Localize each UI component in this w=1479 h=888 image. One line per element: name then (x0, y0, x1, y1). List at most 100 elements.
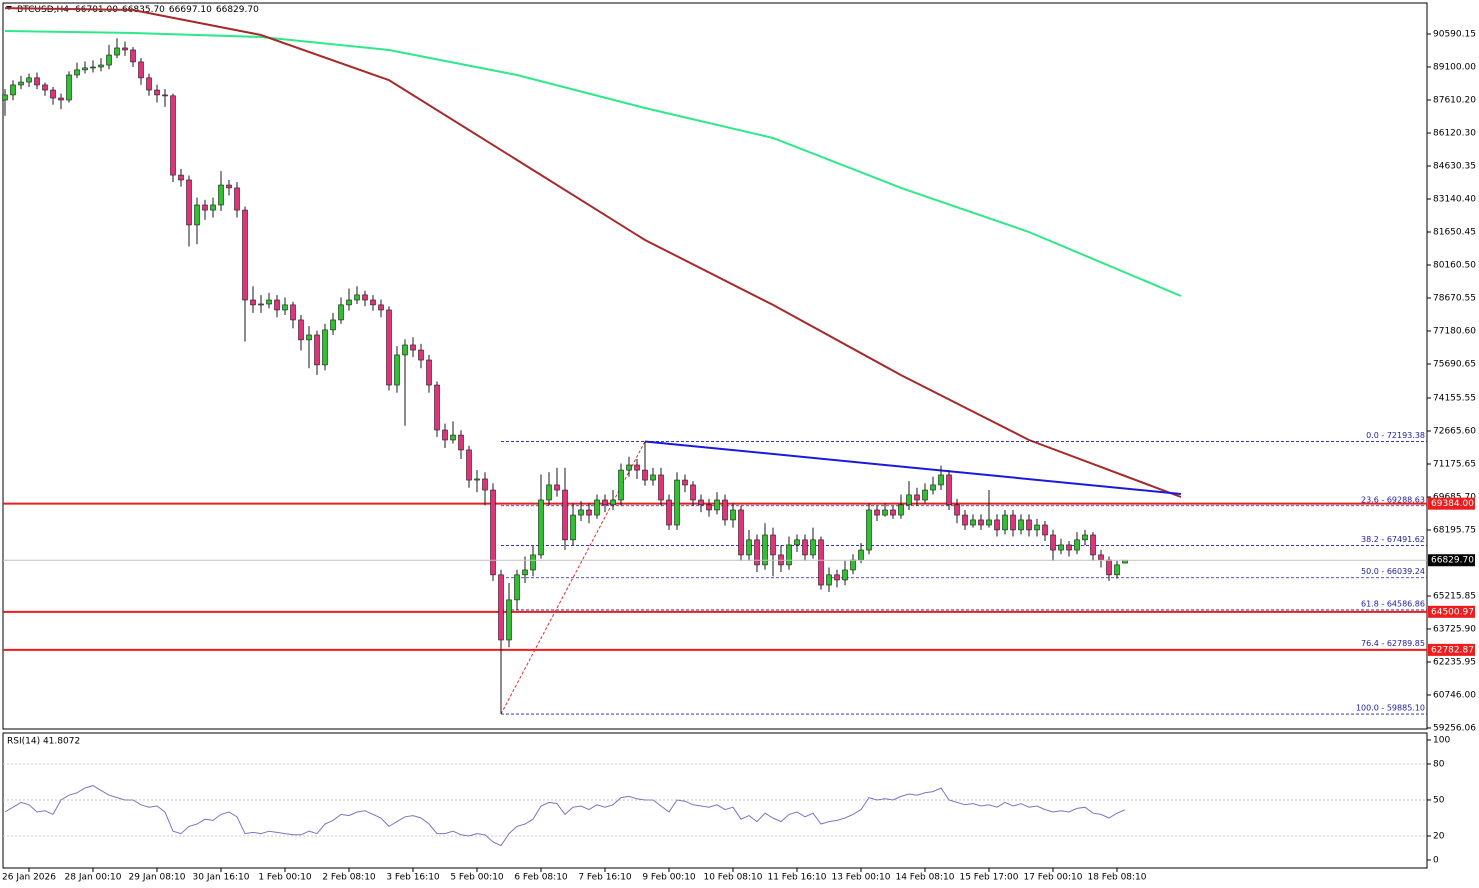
x-tick-label: 10 Feb 08:10 (703, 873, 762, 883)
candle-body (1018, 519, 1024, 531)
candle-body (842, 569, 848, 581)
candle-body (666, 499, 672, 526)
candle-body (58, 97, 64, 101)
candle-body (514, 574, 520, 601)
y-tick-label: 71175.65 (1433, 459, 1476, 469)
candle-body (1106, 559, 1112, 576)
y-tick-label: 75690.65 (1433, 359, 1476, 369)
y-tick-label: 81650.45 (1433, 227, 1476, 237)
candle-body (538, 499, 544, 556)
fib-label: 23.6 - 69288.63 (1361, 495, 1425, 504)
candle-body (554, 484, 560, 491)
candle-body (458, 434, 464, 451)
candle-body (546, 484, 552, 501)
candle-body (682, 479, 688, 486)
candle-body (962, 514, 968, 526)
x-tick-label: 17 Feb 00:10 (1023, 873, 1082, 883)
candle-body (674, 479, 680, 526)
candle-body (1034, 524, 1040, 531)
header-close: 66829.70 (216, 5, 259, 15)
candle-body (786, 544, 792, 566)
candle-body (626, 464, 632, 471)
candle-body (802, 539, 808, 556)
candle-body (26, 77, 32, 83)
candle-body (890, 509, 896, 516)
candle-body (402, 344, 408, 356)
level-label: 64500.97 (1431, 607, 1474, 617)
candle-body (970, 519, 976, 526)
candle-body (858, 549, 864, 561)
candle-body (650, 474, 656, 481)
candle-body (762, 534, 768, 566)
candle-body (634, 464, 640, 471)
rsi-title: RSI(14) 41.8072 (7, 737, 80, 747)
moving-average (4, 7, 1182, 498)
y-tick-label: 74155.55 (1433, 393, 1476, 403)
header-high: 66835.70 (122, 5, 165, 15)
rsi-panel (2, 732, 1428, 869)
candle-body (1098, 554, 1104, 561)
y-tick-label: 87610.20 (1433, 96, 1476, 106)
y-tick-label: 63725.90 (1433, 624, 1476, 634)
candle-body (826, 574, 832, 586)
candle-body (490, 489, 496, 576)
y-tick-label: 50 (1433, 795, 1445, 805)
y-tick-label: 84630.35 (1433, 161, 1476, 171)
candle-body (1074, 539, 1080, 551)
candle-body (602, 499, 608, 506)
candle-body (114, 47, 120, 56)
header-low: 66697.10 (169, 5, 212, 15)
candle-body (186, 179, 192, 226)
candle-body (322, 329, 328, 366)
candle-body (906, 494, 912, 506)
candle-body (818, 539, 824, 586)
candle-body (234, 187, 240, 211)
candle-body (426, 359, 432, 386)
candle-body (178, 174, 184, 181)
candle-body (994, 519, 1000, 531)
candle-body (98, 64, 104, 68)
candle-body (978, 519, 984, 526)
candle-body (1114, 564, 1120, 576)
candle-body (18, 81, 24, 86)
candle-body (586, 509, 592, 516)
candle-body (746, 539, 752, 556)
y-tick-label: 20 (1433, 831, 1445, 841)
candle-body (418, 349, 424, 361)
candle-body (10, 84, 16, 96)
y-tick-label: 69685.70 (1433, 492, 1476, 502)
x-tick-label: 28 Jan 00:10 (65, 873, 122, 883)
fib-label: 61.8 - 64586.86 (1361, 599, 1425, 608)
candle-body (362, 294, 368, 301)
level-label-box (1428, 497, 1475, 510)
level-label: 69384.00 (1431, 499, 1474, 509)
level-label: 62782.87 (1431, 645, 1474, 655)
y-tick-label: 65215.85 (1433, 591, 1476, 601)
candle-body (658, 474, 664, 501)
candle-body (730, 509, 736, 521)
candle-body (938, 474, 944, 486)
y-tick-label: 83140.40 (1433, 194, 1476, 204)
candle-body (154, 89, 160, 96)
candle-body (250, 299, 256, 306)
x-tick-label: 13 Feb 00:10 (831, 873, 890, 883)
candle-body (194, 204, 200, 226)
candle-body (874, 509, 880, 516)
y-tick-label: 80 (1433, 759, 1445, 769)
y-tick-label: 60746.00 (1433, 690, 1476, 700)
x-tick-label: 3 Feb 16:10 (386, 873, 440, 883)
candle-body (714, 499, 720, 511)
candle-body (274, 299, 280, 311)
candle-body (754, 539, 760, 566)
candle-body (218, 184, 224, 206)
x-tick-label: 26 Jan 2026 (2, 873, 56, 883)
candle-body (298, 319, 304, 341)
x-tick-label: 5 Feb 00:10 (450, 873, 504, 883)
level-label-box (1428, 605, 1475, 618)
y-tick-label: 68195.75 (1433, 525, 1476, 535)
price-panel (2, 2, 1428, 730)
trendline (644, 440, 1182, 496)
candle-body (562, 489, 568, 541)
candle-body (66, 74, 72, 101)
y-tick-label: 0 (1433, 855, 1439, 865)
